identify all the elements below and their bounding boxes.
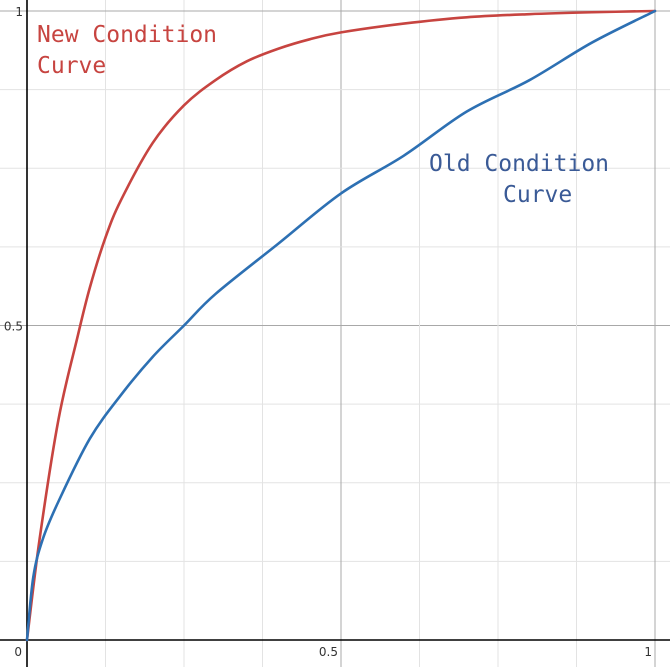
new-condition-label-line-2: Curve [37,53,106,79]
x-tick-label: 0.5 [319,645,338,659]
old-condition-curve [25,9,657,642]
old-condition-label-line-2: Curve [503,182,572,208]
series [25,9,657,642]
y-tick-label: 1 [15,5,23,19]
new-condition-label-line-1: New Condition [37,22,217,48]
old-condition-label-line-1: Old Condition [429,151,609,177]
new-condition-curve [25,9,657,642]
y-tick-label: 0.5 [4,320,23,334]
tick-labels: 0 0.5 1 0.5 1 [4,5,652,659]
x-tick-label: 0 [14,645,22,659]
annotations: New Condition Curve Old Condition Curve [37,22,609,208]
x-tick-label: 1 [644,645,652,659]
